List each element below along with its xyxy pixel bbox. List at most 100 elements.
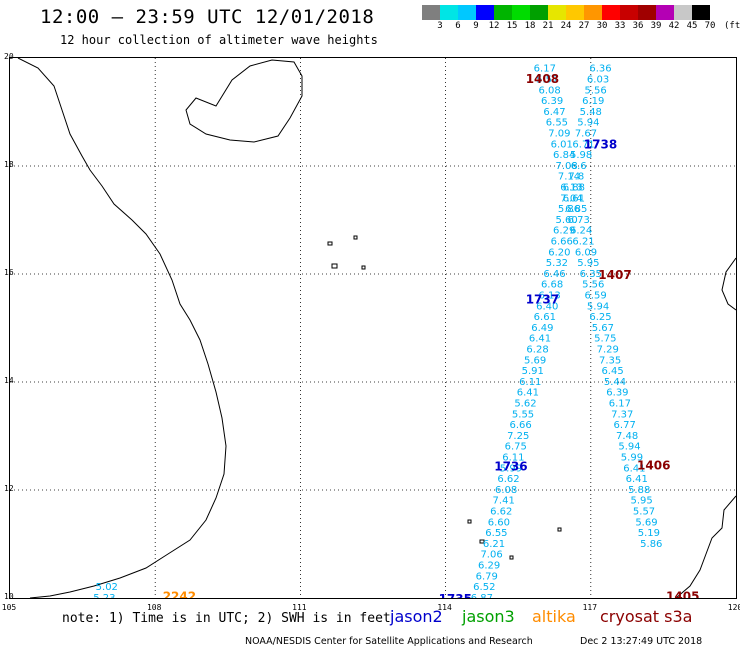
generated-timestamp: Dec 2 13:27:49 UTC 2018 [580, 636, 703, 647]
jason2-swh-value: 6.62 [497, 474, 519, 485]
jason2-swh-value: 6.61 [534, 312, 556, 323]
cryosat-swh-value: 6.84 [553, 150, 575, 161]
cryosat-swh-value: 6.17 [534, 64, 556, 75]
colorbar-swatch [494, 5, 512, 20]
pass-time-label: 1735 [439, 592, 472, 599]
latitude-label: 12 [4, 484, 14, 493]
jason2-swh-value: 6.29 [553, 226, 575, 237]
cryosat-swh-value: 5.86 [640, 539, 662, 550]
cryosat-swh-value: 5.19 [638, 528, 660, 539]
jason2-swh-value: 5.86 [558, 204, 580, 215]
cryosat-swh-value: 7.48 [616, 431, 638, 442]
jason2-swh-value: 6.87 [471, 593, 493, 599]
pass-time-label: 1738 [584, 137, 617, 151]
jason2-swh-value: 6.68 [541, 280, 563, 291]
longitude-label: 117 [582, 603, 598, 612]
legend-item-altika: altika [532, 607, 576, 626]
colorbar-tick-label: 36 [632, 21, 644, 31]
jason2-swh-value: 7.41 [493, 496, 515, 507]
jason2-swh-value: 6.66 [509, 420, 531, 431]
colorbar-swatch [584, 5, 602, 20]
jason2-swh-value: 6.19 [582, 96, 604, 107]
jason2-swh-value: 6.79 [476, 571, 498, 582]
cryosat-swh-value: 6.41 [623, 463, 645, 474]
cryosat-swh-value: 5.94 [587, 301, 609, 312]
jason2-swh-value: 5.91 [522, 366, 544, 377]
cryosat-swh-value: 5.57 [633, 507, 655, 518]
jason2-swh-value: 5.56 [585, 85, 607, 96]
pass-time-label: 1736 [494, 460, 527, 474]
cryosat-swh-value: 6.39 [541, 96, 563, 107]
latitude-label: 18 [4, 160, 14, 169]
colorbar-tick-label: 6 [455, 21, 461, 31]
cryosat-swh-value: 5.94 [618, 442, 640, 453]
cryosat-swh-value: 6.17 [609, 399, 631, 410]
jason2-swh-value: 6.40 [536, 301, 558, 312]
colorbar-tick-label: 42 [668, 21, 680, 31]
jason2-swh-value: 6.55 [485, 528, 507, 539]
paracel-islands [327, 235, 366, 270]
jason2-swh-value: 5.55 [512, 409, 534, 420]
jason2-swh-value: 6.20 [548, 247, 570, 258]
jason2-swh-value: 7.25 [507, 431, 529, 442]
pass-time-label: 2242 [163, 589, 196, 599]
cryosat-swh-value: 5.95 [577, 258, 599, 269]
jason2-swh-value: 5.62 [514, 399, 536, 410]
cryosat-swh-value: 6.85 [565, 204, 587, 215]
cryosat-swh-value: 6.25 [589, 312, 611, 323]
jason2-swh-value: 5.60 [555, 215, 577, 226]
jason2-swh-value: 7.04 [560, 193, 582, 204]
cryosat-swh-value: 7.14 [558, 172, 580, 183]
cryosat-swh-value: 6.73 [568, 215, 590, 226]
jason2-swh-value: 6.46 [543, 269, 565, 280]
jason2-swh-value: 6.66 [551, 237, 573, 248]
jason2-swh-value: 6.03 [587, 75, 609, 86]
colorbar-swatch [656, 5, 674, 20]
colorbar-tick-label: 39 [650, 21, 662, 31]
cryosat-swh-value: 6.77 [614, 420, 636, 431]
credit-line: NOAA/NESDIS Center for Satellite Applica… [245, 636, 533, 647]
cryosat-swh-value: 7.09 [548, 129, 570, 140]
jason2-swh-value: 6.71 [572, 139, 594, 150]
colorbar-swatch [458, 5, 476, 20]
cryosat-swh-value: 5.57 [536, 75, 558, 86]
colorbar-tick-label: 30 [596, 21, 608, 31]
philippines-south-coast [675, 495, 736, 598]
data-marks: 6.366.035.566.195.485.947.676.715.986.67… [93, 64, 662, 599]
colorbar-swatch [566, 5, 584, 20]
philippines-coast [721, 257, 736, 311]
longitude-label: 105 [1, 603, 17, 612]
cryosat-swh-value: 7.29 [597, 345, 619, 356]
jason2-swh-value: 5.99 [500, 463, 522, 474]
jason2-swh-value: 6.88 [563, 183, 585, 194]
cryosat-swh-value: 5.99 [621, 453, 643, 464]
colorbar-swatch [674, 5, 692, 20]
hainan-island [185, 59, 303, 143]
latitude-label: 20 [4, 52, 14, 61]
colorbar-unit: (ft) [724, 21, 740, 31]
coastline [17, 58, 736, 598]
wave-height-map: 6.366.035.566.195.485.947.676.715.986.67… [9, 57, 737, 599]
legend-item-cryosat-s3a: cryosat s3a [600, 607, 693, 626]
colorbar-tick-label: 3 [437, 21, 443, 31]
cryosat-swh-value: 6.08 [539, 85, 561, 96]
colorbar-tick-label: 9 [473, 21, 479, 31]
altika-swh-value: 5.02 [96, 582, 118, 593]
cryosat-swh-value: 6.47 [543, 107, 565, 118]
cryosat-swh-value: 6.35 [580, 269, 602, 280]
jason2-swh-value: 6.11 [519, 377, 541, 388]
latitude-label: 10 [4, 592, 14, 601]
cryosat-swh-value: 5.56 [582, 280, 604, 291]
longitude-label: 120 [727, 603, 740, 612]
colorbar-swatch [530, 5, 548, 20]
cryosat-swh-value: 7.08 [555, 161, 577, 172]
pass-time-label: 1405 [666, 589, 699, 599]
cryosat-swh-value: 6.24 [570, 226, 592, 237]
colorbar-tick-label: 45 [686, 21, 698, 31]
colorbar-swatch [440, 5, 458, 20]
colorbar-swatch [620, 5, 638, 20]
cryosat-swh-value: 6.01 [551, 139, 573, 150]
jason2-swh-value: 6.28 [526, 345, 548, 356]
jason2-swh-value: 6.13 [539, 291, 561, 302]
